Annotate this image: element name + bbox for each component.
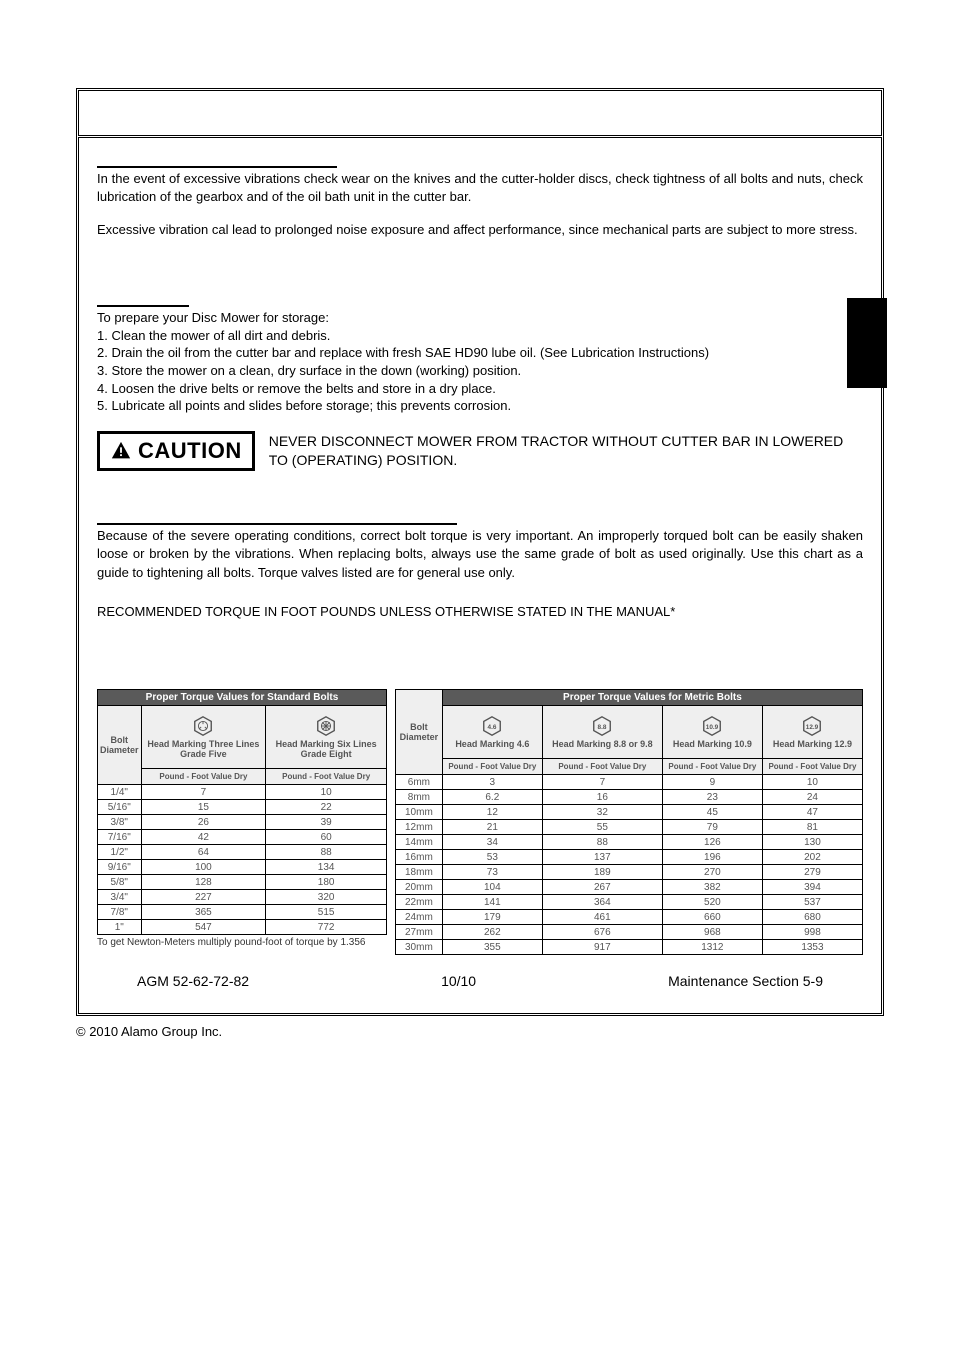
storage-item: 4. Loosen the drive belts or remove the … [97, 380, 863, 398]
svg-text:10.9: 10.9 [706, 724, 719, 731]
hex-metric-icon: 8.8 [591, 715, 613, 737]
table-row: 7/16"4260 [98, 830, 387, 845]
hex-6line-icon [315, 715, 337, 737]
svg-text:4.6: 4.6 [488, 724, 497, 731]
svg-text:12.9: 12.9 [806, 724, 819, 731]
table-row: 1"547772 [98, 920, 387, 935]
table-row: 1/4"710 [98, 785, 387, 800]
divider [97, 523, 457, 525]
metric-title: Proper Torque Values for Metric Bolts [442, 690, 862, 706]
storage-item: 1. Clean the mower of all dirt and debri… [97, 327, 863, 345]
table-row: 24mm179461660680 [396, 910, 863, 925]
divider [97, 166, 337, 168]
table-row: 3/4"227320 [98, 890, 387, 905]
metric-col-header: 8.8Head Marking 8.8 or 9.8 [542, 706, 662, 759]
std-col2: Head Marking Six Lines Grade Eight [266, 706, 387, 769]
hex-metric-icon: 12.9 [801, 715, 823, 737]
table-row: 3/8"2639 [98, 815, 387, 830]
side-tab-black [847, 298, 887, 388]
hex-3line-icon [192, 715, 214, 737]
metric-sub-header: Pound - Foot Value Dry [762, 759, 862, 775]
caution-label: CAUTION [138, 438, 242, 464]
torque-para: Because of the severe operating conditio… [97, 527, 863, 582]
metric-sub-header: Pound - Foot Value Dry [662, 759, 762, 775]
table-row: 20mm104267382394 [396, 880, 863, 895]
warning-icon [110, 440, 132, 462]
caution-badge: CAUTION [97, 431, 255, 471]
std-col1: Head Marking Three Lines Grade Five [141, 706, 266, 769]
hex-metric-icon: 10.9 [701, 715, 723, 737]
table-row: 10mm12324547 [396, 805, 863, 820]
footer-left: AGM 52-62-72-82 [137, 973, 249, 989]
storage-item: 3. Store the mower on a clean, dry surfa… [97, 362, 863, 380]
table-row: 14mm3488126130 [396, 835, 863, 850]
storage-intro: To prepare your Disc Mower for storage: [97, 309, 863, 327]
table-row: 6mm37910 [396, 775, 863, 790]
std-sub2: Pound - Foot Value Dry [266, 769, 387, 785]
svg-text:8.8: 8.8 [598, 724, 607, 731]
divider [97, 305, 189, 307]
footer-right: Maintenance Section 5-9 [668, 973, 823, 989]
torque-heading: RECOMMENDED TORQUE IN FOOT POUNDS UNLESS… [97, 604, 863, 619]
hex-metric-icon: 4.6 [481, 715, 503, 737]
table-row: 22mm141364520537 [396, 895, 863, 910]
copyright: © 2010 Alamo Group Inc. [76, 1024, 954, 1039]
storage-item: 2. Drain the oil from the cutter bar and… [97, 344, 863, 362]
torque-table-standard: Proper Torque Values for Standard Bolts … [97, 689, 387, 955]
metric-col-header: 12.9Head Marking 12.9 [762, 706, 862, 759]
std-sub1: Pound - Foot Value Dry [141, 769, 266, 785]
std-note: To get Newton-Meters multiply pound-foot… [97, 935, 387, 948]
table-row: 12mm21557981 [396, 820, 863, 835]
table-row: 27mm262676968998 [396, 925, 863, 940]
caution-text: NEVER DISCONNECT MOWER FROM TRACTOR WITH… [269, 432, 863, 470]
table-row: 8mm6.2162324 [396, 790, 863, 805]
footer-center: 10/10 [441, 973, 476, 989]
table-row: 9/16"100134 [98, 860, 387, 875]
content-frame: In the event of excessive vibrations che… [78, 137, 882, 1014]
storage-item: 5. Lubricate all points and slides befor… [97, 397, 863, 415]
metric-col-dia: Bolt Diameter [396, 690, 443, 775]
header-blank [78, 90, 882, 136]
metric-sub-header: Pound - Foot Value Dry [542, 759, 662, 775]
metric-col-header: 10.9Head Marking 10.9 [662, 706, 762, 759]
vibrations-para-1: In the event of excessive vibrations che… [97, 170, 863, 207]
table-row: 30mm35591713121353 [396, 940, 863, 955]
vibrations-para-2: Excessive vibration cal lead to prolonge… [97, 221, 863, 239]
table-row: 5/8"128180 [98, 875, 387, 890]
table-row: 18mm73189270279 [396, 865, 863, 880]
std-col-dia: Bolt Diameter [98, 706, 142, 785]
std-title: Proper Torque Values for Standard Bolts [98, 690, 387, 706]
metric-sub-header: Pound - Foot Value Dry [442, 759, 542, 775]
table-row: 1/2"6488 [98, 845, 387, 860]
torque-table-metric: Bolt Diameter Proper Torque Values for M… [395, 689, 863, 955]
table-row: 16mm53137196202 [396, 850, 863, 865]
metric-col-header: 4.6Head Marking 4.6 [442, 706, 542, 759]
table-row: 7/8"365515 [98, 905, 387, 920]
table-row: 5/16"1522 [98, 800, 387, 815]
